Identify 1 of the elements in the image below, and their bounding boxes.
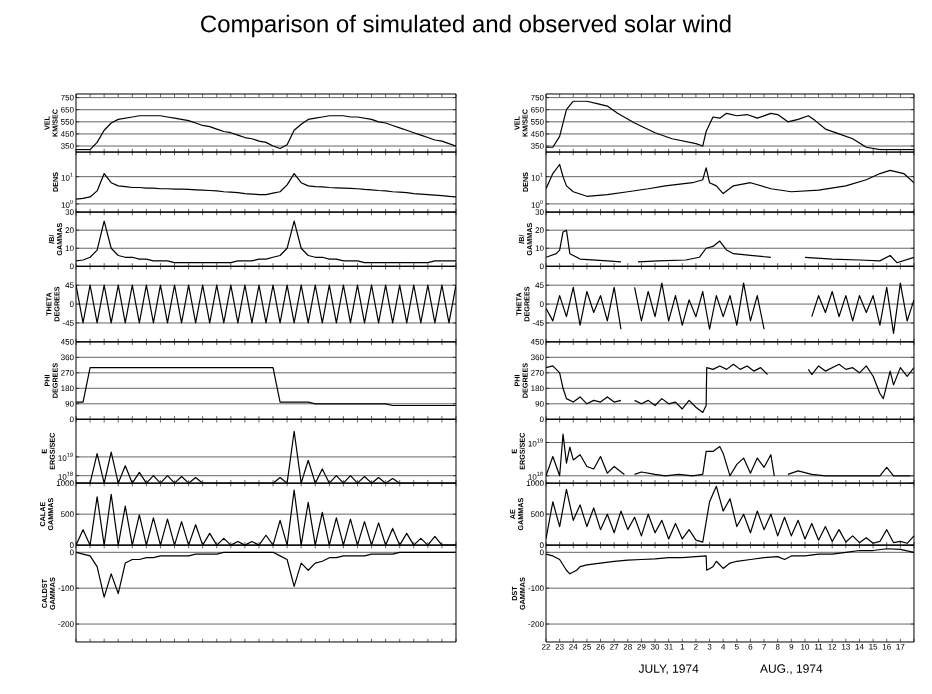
chart-title: Comparison of simulated and observed solar wind — [201, 14, 731, 38]
